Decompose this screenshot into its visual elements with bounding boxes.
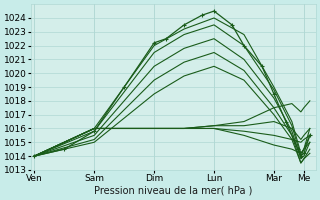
X-axis label: Pression niveau de la mer( hPa ): Pression niveau de la mer( hPa ) [94, 186, 253, 196]
